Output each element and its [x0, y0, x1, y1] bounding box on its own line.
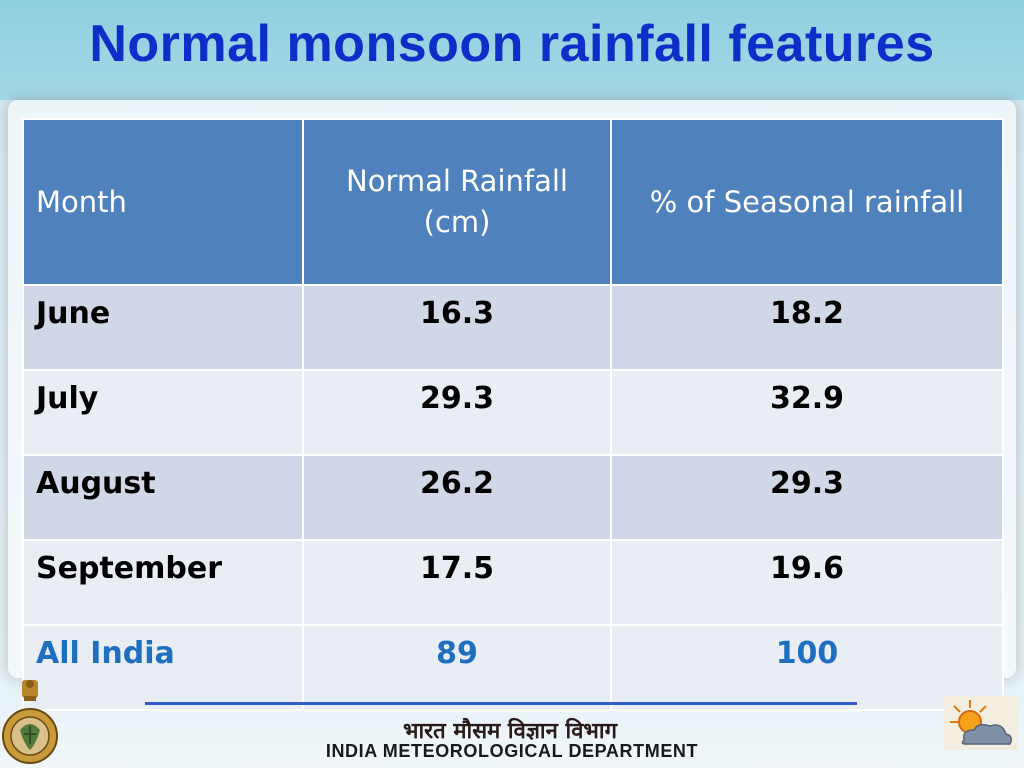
title-bar: Normal monsoon rainfall features: [0, 0, 1024, 100]
month-cell: August: [22, 454, 304, 541]
rainfall-cell: 16.3: [302, 284, 612, 371]
header-seasonal-percent: % of Seasonal rainfall: [610, 118, 1004, 286]
hindi-department-name: भारत मौसम विज्ञान विभाग: [403, 717, 619, 744]
month-cell: July: [22, 369, 304, 456]
svg-text:भारत मौसम विज्ञान विभाग: भारत मौसम विज्ञान विभाग: [403, 717, 619, 744]
table-row: July 29.3 32.9: [22, 369, 1004, 456]
sun-cloud-icon: [944, 696, 1018, 750]
slide-title: Normal monsoon rainfall features: [89, 15, 935, 73]
footer-divider: [145, 702, 857, 705]
percent-cell: 19.6: [610, 539, 1004, 626]
table-row: August 26.2 29.3: [22, 454, 1004, 541]
month-cell: September: [22, 539, 304, 626]
table-total-row: All India 89 100: [22, 624, 1004, 711]
rainfall-table: Month Normal Rainfall (cm) % of Seasonal…: [22, 118, 1004, 711]
percent-cell: 29.3: [610, 454, 1004, 541]
department-name: INDIA METEOROLOGICAL DEPARTMENT: [325, 741, 699, 761]
total-label-cell: All India: [22, 624, 304, 711]
rainfall-cell: 17.5: [302, 539, 612, 626]
header-normal-rainfall: Normal Rainfall (cm): [302, 118, 612, 286]
table-row: June 16.3 18.2: [22, 284, 1004, 371]
header-month: Month: [22, 118, 304, 286]
table-row: September 17.5 19.6: [22, 539, 1004, 626]
month-cell: June: [22, 284, 304, 371]
rainfall-cell: 26.2: [302, 454, 612, 541]
imd-emblem-icon: [2, 680, 58, 764]
percent-cell: 32.9: [610, 369, 1004, 456]
total-percent-cell: 100: [610, 624, 1004, 711]
total-rainfall-cell: 89: [302, 624, 612, 711]
percent-cell: 18.2: [610, 284, 1004, 371]
rainfall-cell: 29.3: [302, 369, 612, 456]
table-header-row: Month Normal Rainfall (cm) % of Seasonal…: [22, 118, 1004, 286]
